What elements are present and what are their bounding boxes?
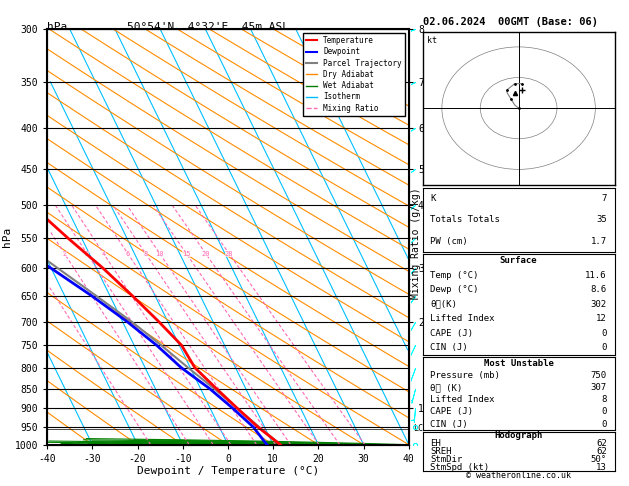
Text: CAPE (J): CAPE (J) bbox=[430, 407, 474, 417]
Text: 750: 750 bbox=[591, 371, 607, 380]
Text: 0: 0 bbox=[601, 407, 607, 417]
Text: 302: 302 bbox=[591, 300, 607, 309]
Text: 8.6: 8.6 bbox=[591, 285, 607, 295]
Text: Most Unstable: Most Unstable bbox=[484, 359, 554, 368]
Text: 0: 0 bbox=[601, 343, 607, 352]
Text: 3: 3 bbox=[85, 251, 89, 257]
Text: 307: 307 bbox=[591, 383, 607, 392]
Text: 1.7: 1.7 bbox=[591, 237, 607, 245]
Text: EH: EH bbox=[430, 439, 441, 448]
Text: StmSpd (kt): StmSpd (kt) bbox=[430, 463, 489, 472]
Text: 0: 0 bbox=[601, 329, 607, 338]
Text: hPa: hPa bbox=[47, 22, 67, 32]
X-axis label: Dewpoint / Temperature (°C): Dewpoint / Temperature (°C) bbox=[137, 467, 319, 476]
Text: 8: 8 bbox=[601, 395, 607, 404]
Y-axis label: hPa: hPa bbox=[2, 227, 12, 247]
Text: CIN (J): CIN (J) bbox=[430, 343, 468, 352]
Text: Hodograph: Hodograph bbox=[494, 431, 543, 440]
Text: Surface: Surface bbox=[500, 257, 537, 265]
Text: 8: 8 bbox=[143, 251, 148, 257]
Y-axis label: km
ASL: km ASL bbox=[426, 228, 448, 246]
Text: CAPE (J): CAPE (J) bbox=[430, 329, 474, 338]
Text: Mixing Ratio (g/kg): Mixing Ratio (g/kg) bbox=[411, 187, 421, 299]
Text: 7: 7 bbox=[601, 194, 607, 203]
Text: θᴇ(K): θᴇ(K) bbox=[430, 300, 457, 309]
Text: PW (cm): PW (cm) bbox=[430, 237, 468, 245]
Text: 4: 4 bbox=[101, 251, 106, 257]
Text: 35: 35 bbox=[596, 215, 607, 224]
Text: Temp (°C): Temp (°C) bbox=[430, 271, 479, 280]
Text: SREH: SREH bbox=[430, 447, 452, 456]
Text: 50°: 50° bbox=[591, 455, 607, 464]
Text: StmDir: StmDir bbox=[430, 455, 462, 464]
Legend: Temperature, Dewpoint, Parcel Trajectory, Dry Adiabat, Wet Adiabat, Isotherm, Mi: Temperature, Dewpoint, Parcel Trajectory… bbox=[303, 33, 405, 116]
Text: 15: 15 bbox=[182, 251, 191, 257]
Text: Lifted Index: Lifted Index bbox=[430, 395, 495, 404]
Text: K: K bbox=[430, 194, 436, 203]
Text: 62: 62 bbox=[596, 439, 607, 448]
Text: 50°54'N  4°32'E  45m ASL: 50°54'N 4°32'E 45m ASL bbox=[126, 22, 289, 32]
Text: © weatheronline.co.uk: © weatheronline.co.uk bbox=[467, 471, 571, 480]
Text: θᴇ (K): θᴇ (K) bbox=[430, 383, 462, 392]
Text: Dewp (°C): Dewp (°C) bbox=[430, 285, 479, 295]
Text: 12: 12 bbox=[596, 314, 607, 323]
Text: 6: 6 bbox=[126, 251, 130, 257]
Text: 10: 10 bbox=[155, 251, 164, 257]
Text: 2: 2 bbox=[62, 251, 67, 257]
Text: Pressure (mb): Pressure (mb) bbox=[430, 371, 500, 380]
Text: 11.6: 11.6 bbox=[586, 271, 607, 280]
Text: 28: 28 bbox=[225, 251, 233, 257]
Text: 62: 62 bbox=[596, 447, 607, 456]
Text: kt: kt bbox=[426, 36, 437, 45]
Text: 13: 13 bbox=[596, 463, 607, 472]
Text: 0: 0 bbox=[601, 419, 607, 429]
Text: Lifted Index: Lifted Index bbox=[430, 314, 495, 323]
Text: 02.06.2024  00GMT (Base: 06): 02.06.2024 00GMT (Base: 06) bbox=[423, 17, 598, 27]
Text: CIN (J): CIN (J) bbox=[430, 419, 468, 429]
Text: LCL: LCL bbox=[413, 424, 428, 434]
Text: Totals Totals: Totals Totals bbox=[430, 215, 500, 224]
Text: 20: 20 bbox=[201, 251, 210, 257]
